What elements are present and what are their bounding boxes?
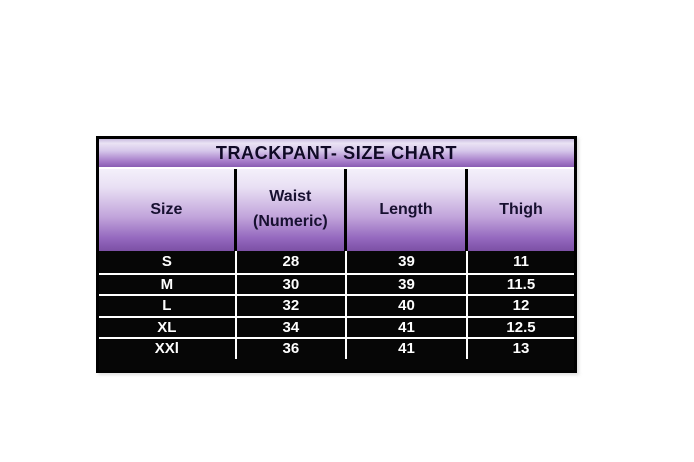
column-header-length: Length (346, 169, 469, 251)
column-header-thigh: Thigh (468, 169, 574, 251)
table-row-xl: XL 34 41 12.5 (99, 315, 574, 337)
cell-length: 40 (347, 296, 469, 316)
cell-size: M (99, 274, 237, 294)
table-row-xxl: XXl 36 41 13 (99, 337, 574, 359)
table-title: TRACKPANT- SIZE CHART (215, 142, 458, 163)
cell-waist: 30 (237, 274, 347, 294)
table-row-m: M 30 39 11.5 (99, 272, 574, 294)
cell-size: XXl (99, 339, 237, 359)
table-row-l: L 32 40 12 (99, 294, 574, 316)
cell-thigh: 12 (512, 297, 530, 315)
cell-waist: 34 (237, 317, 347, 337)
column-header-waist: Waist (Numeric) (236, 169, 347, 251)
table-title-bar: TRACKPANT- SIZE CHART (99, 139, 574, 169)
column-header-size: Size (99, 169, 237, 251)
cell-length: 41 (347, 317, 469, 337)
cell-waist: 36 (237, 339, 347, 359)
cell-thigh: 13 (512, 340, 530, 358)
cell-thigh: 11.5 (506, 275, 536, 293)
cell-size: S (99, 251, 237, 273)
cell-length: 41 (347, 339, 469, 359)
cell-size: XL (99, 317, 237, 337)
cell-thigh: 11 (513, 253, 529, 271)
table-row-s: S 28 39 11 (99, 251, 574, 273)
cell-waist: 32 (237, 296, 347, 316)
cell-thigh: 12.5 (506, 318, 536, 336)
cell-length: 39 (347, 251, 469, 273)
table-header-row: Size Waist (Numeric) Length Thigh (99, 169, 574, 251)
size-chart-table: TRACKPANT- SIZE CHART Size Waist (Numeri… (96, 136, 577, 373)
cell-waist: 28 (237, 251, 347, 273)
cell-size: L (99, 296, 237, 316)
cell-length: 39 (347, 274, 469, 294)
